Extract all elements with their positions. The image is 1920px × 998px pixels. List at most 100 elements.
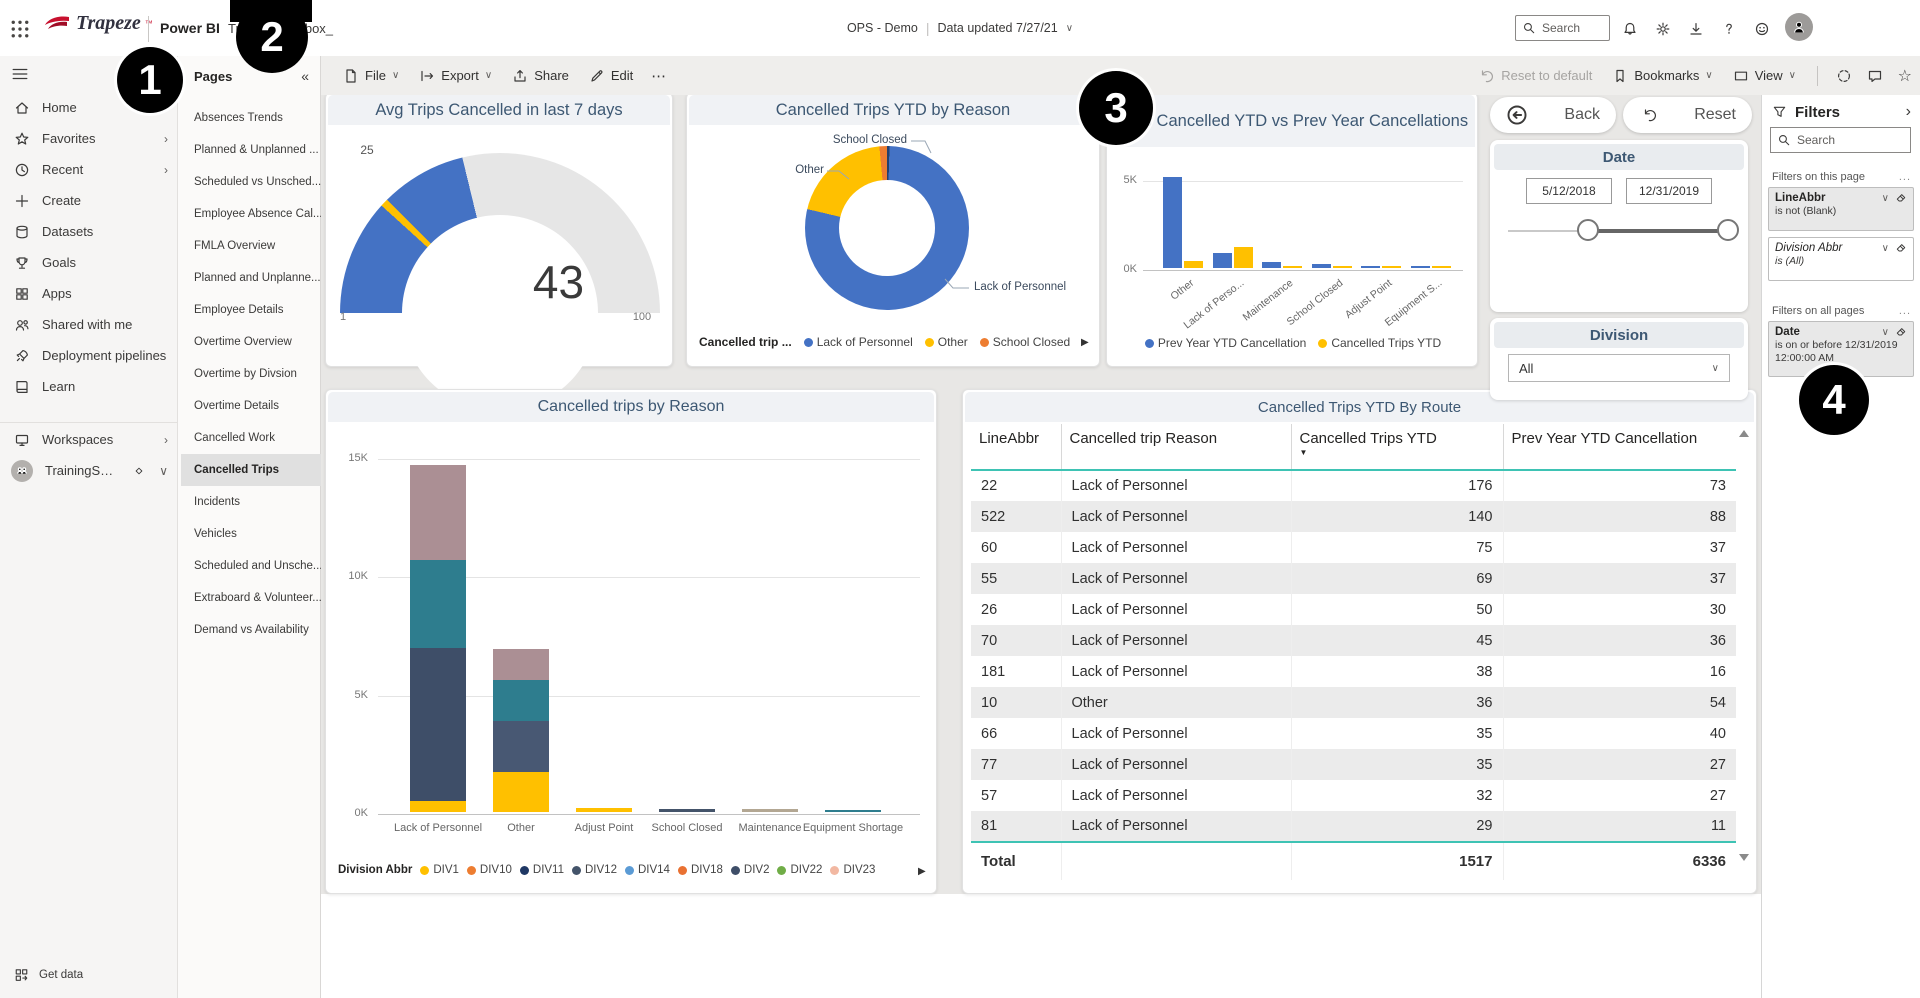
legend-item[interactable]: DIV18 <box>677 864 723 876</box>
table-row[interactable]: 66 Lack of Personnel 35 40 <box>971 718 1736 749</box>
sidebar-item-favorites[interactable]: Favorites › <box>0 123 178 154</box>
page-item-extraboard-volunteer-[interactable]: Extraboard & Volunteer... <box>194 592 321 604</box>
page-item-incidents[interactable]: Incidents <box>194 496 241 508</box>
stack-segment[interactable] <box>410 648 466 801</box>
stacked-bar-equipment-shortage[interactable] <box>825 810 881 812</box>
page-item-planned-and-unplanne-[interactable]: Planned and Unplanne... <box>194 272 321 284</box>
gear-icon[interactable] <box>1653 19 1673 39</box>
page-item-overtime-details[interactable]: Overtime Details <box>194 400 279 412</box>
page-item-cancelled-trips[interactable]: Cancelled Trips <box>178 454 321 486</box>
column-prev-year-ytd-cancellation[interactable] <box>1213 253 1232 268</box>
date-slider-handle-start[interactable] <box>1577 219 1599 241</box>
view-button[interactable]: View ∨ <box>1725 63 1804 89</box>
table-row[interactable]: 60 Lack of Personnel 75 37 <box>971 532 1736 563</box>
table-row[interactable]: 57 Lack of Personnel 32 27 <box>971 780 1736 811</box>
chevron-down-icon[interactable]: ∨ <box>1881 192 1889 204</box>
section-more-icon[interactable]: ... <box>1898 305 1911 317</box>
column-cancelled-trips-ytd[interactable] <box>1382 266 1401 268</box>
legend-item[interactable]: DIV23 <box>830 864 875 876</box>
chevron-down-icon[interactable]: ∨ <box>1881 242 1889 254</box>
legend-item[interactable]: DIV2 <box>730 864 769 876</box>
section-more-icon[interactable]: ... <box>1898 171 1911 183</box>
eraser-icon[interactable] <box>1895 192 1907 204</box>
back-button[interactable]: Back <box>1490 97 1616 133</box>
favorite-star-icon[interactable]: ☆ <box>1897 67 1912 85</box>
app-launcher-icon[interactable] <box>10 19 30 39</box>
table-row[interactable]: 26 Lack of Personnel 50 30 <box>971 594 1736 625</box>
stack-segment[interactable] <box>410 801 466 812</box>
bookmarks-button[interactable]: Bookmarks ∨ <box>1604 63 1720 89</box>
table-row[interactable]: 181 Lack of Personnel 38 16 <box>971 656 1736 687</box>
chevron-down-icon[interactable]: ∨ <box>1881 326 1889 338</box>
export-button[interactable]: Export ∨ <box>411 63 500 89</box>
table-header-cancelled-trip-reason[interactable]: Cancelled trip Reason <box>1061 424 1292 471</box>
legend-item[interactable]: DIV1 <box>420 864 459 876</box>
table-header-lineabbr[interactable]: LineAbbr <box>971 424 1062 471</box>
table-header-cancelled-trips-ytd[interactable]: Cancelled Trips YTD ▼ <box>1291 424 1504 471</box>
edit-button[interactable]: Edit <box>581 63 641 89</box>
stacked-bar-maintenance[interactable] <box>742 809 798 812</box>
legend-item[interactable]: Other <box>924 335 968 349</box>
user-avatar[interactable] <box>1785 13 1813 41</box>
page-item-absences-trends[interactable]: Absences Trends <box>194 112 283 124</box>
eraser-icon[interactable] <box>1895 326 1907 338</box>
more-options-button[interactable]: ⋯ <box>651 67 668 85</box>
column-prev-year-ytd-cancellation[interactable] <box>1312 264 1331 268</box>
sidebar-item-apps[interactable]: Apps <box>0 278 178 309</box>
page-item-fmla-overview[interactable]: FMLA Overview <box>194 240 276 252</box>
eraser-icon[interactable] <box>1895 242 1907 254</box>
legend-item[interactable]: Prev Year YTD Cancellation <box>1144 336 1306 350</box>
table-scroll-down[interactable] <box>1739 854 1749 861</box>
stack-segment[interactable] <box>493 721 549 772</box>
stacked-bar-school-closed[interactable] <box>659 809 715 812</box>
stacked-bar-lack-of-personnel[interactable] <box>410 465 466 812</box>
chevron-down-icon[interactable]: ∨ <box>1065 22 1074 34</box>
table-row[interactable]: 81 Lack of Personnel 29 11 <box>971 811 1736 842</box>
table-row[interactable]: 70 Lack of Personnel 45 36 <box>971 625 1736 656</box>
file-button[interactable]: File ∨ <box>335 63 407 89</box>
collapse-filters-icon[interactable]: › <box>1905 103 1911 120</box>
column-cancelled-trips-ytd[interactable] <box>1333 266 1352 268</box>
column-cancelled-trips-ytd[interactable] <box>1432 266 1451 268</box>
legend-item[interactable]: DIV12 <box>572 864 617 876</box>
legend-more-icon[interactable]: ▶ <box>918 866 926 877</box>
stacked-bar-other[interactable] <box>493 649 549 812</box>
table-scroll-up[interactable] <box>1739 430 1749 437</box>
sidebar-item-create[interactable]: Create <box>0 185 178 216</box>
column-prev-year-ytd-cancellation[interactable] <box>1163 177 1182 268</box>
table-row[interactable]: 77 Lack of Personnel 35 27 <box>971 749 1736 780</box>
page-item-overtime-overview[interactable]: Overtime Overview <box>194 336 292 348</box>
table-row[interactable]: 10 Other 36 54 <box>971 687 1736 718</box>
stack-segment[interactable] <box>493 772 549 812</box>
filters-search-input[interactable]: Search <box>1770 127 1911 153</box>
legend-item[interactable]: DIV14 <box>624 864 670 876</box>
hamburger-menu-icon[interactable] <box>10 64 30 84</box>
data-updated[interactable]: Data updated 7/27/21 <box>937 21 1058 35</box>
smiley-icon[interactable] <box>1752 19 1772 39</box>
stack-segment[interactable] <box>825 810 881 812</box>
search-input[interactable]: Search <box>1515 15 1610 41</box>
help-icon[interactable] <box>1719 19 1739 39</box>
reset-button[interactable]: Reset <box>1623 97 1752 133</box>
comment-icon[interactable] <box>1867 67 1884 84</box>
legend-item[interactable]: DIV10 <box>466 864 512 876</box>
page-item-demand-vs-availability[interactable]: Demand vs Availability <box>194 624 309 636</box>
legend-item[interactable]: DIV11 <box>519 864 564 876</box>
stack-segment[interactable] <box>659 809 715 812</box>
stack-segment[interactable] <box>410 560 466 648</box>
column-cancelled-trips-ytd[interactable] <box>1184 261 1203 268</box>
date-end-input[interactable]: 12/31/2019 <box>1626 178 1712 204</box>
page-item-scheduled-vs-unsched-[interactable]: Scheduled vs Unsched... <box>194 176 321 188</box>
download-icon[interactable] <box>1686 19 1706 39</box>
legend-item[interactable]: Lack of Personnel <box>803 335 913 349</box>
division-select[interactable]: All ∨ <box>1508 354 1730 382</box>
collapse-pages-icon[interactable]: « <box>301 68 309 84</box>
column-cancelled-trips-ytd[interactable] <box>1234 247 1253 268</box>
legend-item[interactable]: Cancelled Trips YTD <box>1318 336 1441 350</box>
legend-more-icon[interactable]: ▶ <box>1081 337 1089 348</box>
page-item-employee-absence-cal-[interactable]: Employee Absence Cal... <box>194 208 321 220</box>
sidebar-item-trainingsandbox-[interactable]: TrainingSandbox... ∨ <box>0 455 178 486</box>
legend-item[interactable]: DIV22 <box>777 864 822 876</box>
sidebar-item-workspaces[interactable]: Workspaces › <box>0 424 178 455</box>
filter-card-lineabbr[interactable]: LineAbbr ∨ is not (Blank) <box>1768 187 1914 231</box>
